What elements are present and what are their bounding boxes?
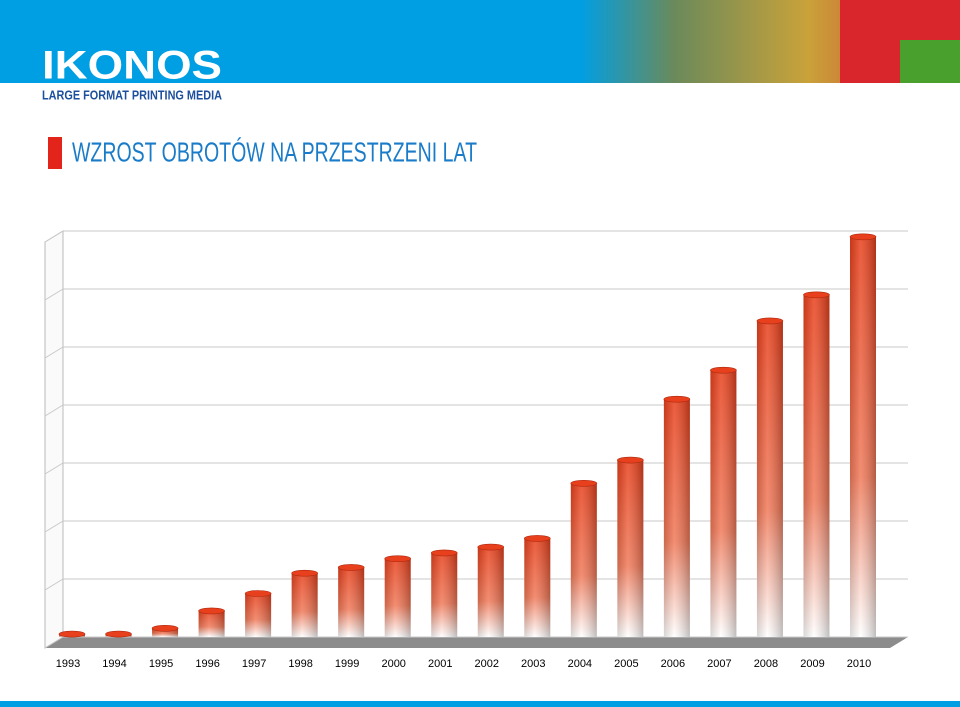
grid-line-side xyxy=(44,288,64,301)
bar-shade xyxy=(477,547,504,637)
x-tick-label: 1997 xyxy=(242,658,266,670)
x-tick-label: 2004 xyxy=(568,658,592,670)
header-photo-green xyxy=(900,40,960,83)
x-tick-label: 2003 xyxy=(521,658,545,670)
bar-cap xyxy=(105,630,132,638)
x-tick-label: 2009 xyxy=(800,658,824,670)
bar-cap xyxy=(756,317,784,325)
x-tick-label: 1995 xyxy=(149,658,173,670)
grid-line-side xyxy=(44,636,64,649)
grid-line-side xyxy=(44,230,64,243)
bar-cap xyxy=(337,564,365,571)
bar-shade xyxy=(803,294,830,637)
x-tick-label: 1993 xyxy=(56,658,80,670)
x-tick-label: 2002 xyxy=(475,658,499,670)
bar-cap xyxy=(523,535,551,542)
bar-cap xyxy=(384,555,412,563)
x-tick-label: 1999 xyxy=(335,658,359,670)
grid-line-side xyxy=(44,346,64,359)
bar-cap xyxy=(151,624,179,632)
grid-line-side xyxy=(44,404,64,417)
x-tick-label: 2005 xyxy=(614,658,638,670)
floor xyxy=(45,637,908,648)
bar-cap xyxy=(198,607,225,615)
x-tick-label: 2006 xyxy=(661,658,685,670)
bar-cap xyxy=(477,543,505,551)
bar-shade xyxy=(524,538,551,637)
x-tick-label: 2010 xyxy=(847,658,871,670)
bar-shade xyxy=(570,483,597,637)
bar-cap xyxy=(710,366,737,374)
tagline: LARGE FORMAT PRINTING MEDIA xyxy=(42,87,222,102)
bar-cap xyxy=(570,479,598,487)
logo: IKONOS xyxy=(42,44,222,88)
bar-cap xyxy=(291,569,318,577)
bar-shade xyxy=(291,573,318,637)
x-tick-label: 1996 xyxy=(195,658,219,670)
bar-cap xyxy=(430,549,458,557)
bar-cap xyxy=(803,291,830,299)
bar-cap xyxy=(58,630,86,638)
x-tick-label: 1994 xyxy=(102,658,126,670)
bar-shade xyxy=(152,628,179,637)
bar-cap xyxy=(244,590,272,597)
bar-shade xyxy=(245,593,272,637)
bar-shade xyxy=(198,610,225,637)
bar-cap xyxy=(617,456,644,464)
bar-shade xyxy=(710,370,737,637)
bar-shade xyxy=(617,460,644,637)
bar-shade xyxy=(663,399,690,637)
x-tick-label: 2008 xyxy=(754,658,778,670)
bar-shade xyxy=(338,567,365,637)
bar-shade xyxy=(756,320,783,637)
x-tick-label: 2007 xyxy=(707,658,731,670)
side-wall xyxy=(44,230,64,649)
bar-cap xyxy=(849,233,877,241)
chart-title: WZROST OBROTÓW NA PRZESTRZENI LAT xyxy=(72,136,477,167)
bar-cap xyxy=(663,395,691,403)
footer-bar xyxy=(0,701,960,707)
grid-line-side xyxy=(44,578,64,591)
x-tick-label: 2000 xyxy=(381,658,405,670)
bar-shade xyxy=(384,558,411,637)
grid-line-side xyxy=(44,520,64,533)
x-tick-label: 1998 xyxy=(288,658,312,670)
grid-line-side xyxy=(44,462,64,475)
x-tick-label: 2001 xyxy=(428,658,452,670)
bar-shade xyxy=(850,236,876,638)
bar-shade xyxy=(431,552,458,637)
title-marker xyxy=(48,137,62,169)
